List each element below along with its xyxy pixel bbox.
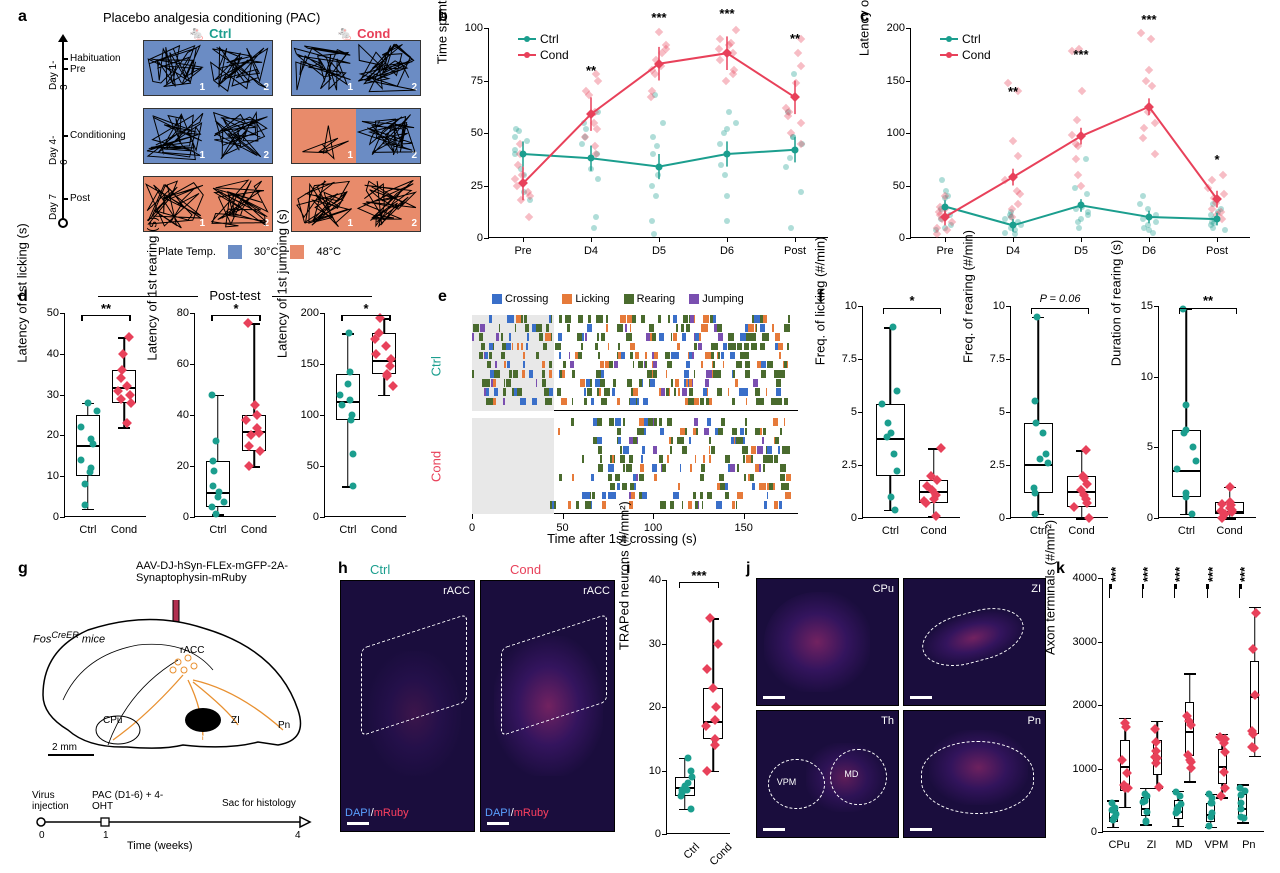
region-pn: Pn	[278, 720, 290, 731]
brain-diagram	[28, 600, 318, 760]
panel-j: CPu ZI Th VPM MD Pn	[756, 578, 1046, 840]
raster-ctrl-label: Ctrl	[429, 356, 444, 376]
panel-a-title: Placebo analgesia conditioning (PAC)	[103, 10, 320, 25]
panel-g: AAV-DJ-hSyn-FLEx-mGFP-2A-Synaptophysin-m…	[18, 560, 328, 860]
panel-h-label: h	[338, 560, 348, 578]
region-th: Th	[193, 733, 205, 744]
panel-c-legend: Ctrl Cond	[940, 32, 991, 62]
micro-ctrl: rACC DAPI/mRuby	[340, 580, 475, 832]
panel-k-chart: Axon terminals (#/mm²) 01000200030004000…	[1056, 570, 1270, 860]
region-racc: rACC	[180, 645, 204, 656]
tl-phase-cond: Conditioning	[70, 130, 126, 141]
plate-temp-legend: Plate Temp. 30°C 48°C	[158, 245, 341, 259]
tl-phase-pre: Pre	[70, 64, 86, 75]
panel-b-legend: Ctrl Cond	[518, 32, 569, 62]
scale-2mm: 2 mm	[52, 742, 77, 753]
panel-k-ylabel: Axon terminals (#/mm²)	[1043, 520, 1058, 655]
virus-label: AAV-DJ-hSyn-FLEx-mGFP-2A-Synaptophysin-m…	[136, 560, 326, 584]
panel-c-chart: Latency of 1st crossing back (s) 0501001…	[860, 10, 1260, 270]
tl-phase-post: Post	[70, 193, 90, 204]
tl-phase-hab: Habituation	[70, 53, 121, 64]
svg-text:4: 4	[295, 830, 301, 841]
panel-i-chart: TRAPed neurons (#/mm²) 010203040CtrlCond…	[626, 572, 736, 862]
tl-day13: Day 1-3	[48, 60, 70, 90]
panel-h-cond: Cond	[510, 562, 541, 577]
panel-c-ylabel: Latency of 1st crossing back (s)	[857, 0, 872, 56]
panel-f: Freq. of licking (#/min)02.557.510CtrlCo…	[818, 298, 1268, 546]
micro-cond: rACC DAPI/mRuby	[480, 580, 615, 832]
svg-text:0: 0	[39, 830, 45, 841]
region-zi: ZI	[231, 715, 240, 726]
panel-b-ylabel: Time spent in chamber 2 (%)	[435, 0, 450, 64]
panel-b-chart: Time spent in chamber 2 (%) 0255075100Pr…	[438, 10, 838, 270]
svg-text:1: 1	[103, 830, 109, 841]
mouse-line: FosCreER mice	[33, 630, 105, 646]
panel-i-ylabel: TRAPed neurons (#/mm²)	[617, 501, 632, 650]
raster-legend: CrossingLickingRearingJumping	[492, 293, 744, 305]
panel-h-ctrl: Ctrl	[370, 562, 390, 577]
panel-j-label: j	[746, 560, 750, 578]
panel-d: Latency of 1st licking (s)01020304050Ctr…	[18, 305, 428, 545]
panel-a: Placebo analgesia conditioning (PAC) Hab…	[18, 10, 418, 260]
tl-day7: Day 7	[48, 194, 59, 220]
raster-cond-label: Cond	[429, 451, 444, 482]
tl-day46: Day 4-6	[48, 135, 70, 165]
region-cpu: CPu	[103, 715, 122, 726]
